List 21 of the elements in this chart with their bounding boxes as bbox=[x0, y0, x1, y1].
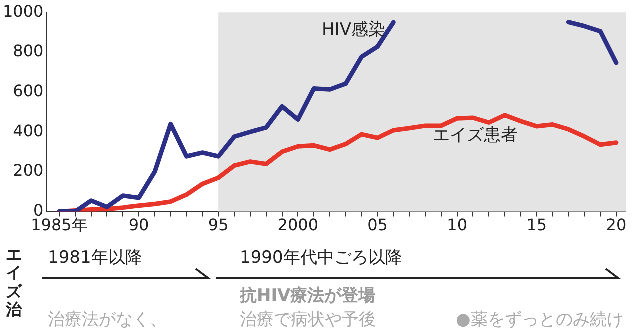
x-tick-label: 15 bbox=[526, 216, 548, 235]
series-label: エイズ患者 bbox=[432, 126, 518, 146]
text: 治療で病状や予後 bbox=[240, 309, 376, 331]
x-tick-label: 95 bbox=[208, 216, 229, 235]
x-tick-label: 20 bbox=[606, 216, 627, 235]
y-tick-label: 1000 bbox=[3, 2, 44, 21]
text: ●薬をずっとのみ続け bbox=[456, 309, 624, 331]
x-tick-label: 10 bbox=[447, 216, 468, 235]
text: 1981年以降 bbox=[48, 247, 142, 269]
y-tick-label: 600 bbox=[13, 81, 44, 100]
x-tick-label: 90 bbox=[128, 216, 150, 235]
text: 治療法がなく、 bbox=[48, 309, 167, 331]
y-tick-label: 200 bbox=[13, 161, 44, 180]
text: エイズ治 bbox=[6, 245, 22, 320]
series-label: HIV感染 bbox=[322, 20, 386, 40]
y-tick-label: 800 bbox=[13, 42, 44, 61]
x-tick-label: 05 bbox=[368, 216, 388, 235]
text: 1990年代中ごろ以降 bbox=[240, 247, 402, 269]
text: 抗HIV療法が登場 bbox=[240, 285, 376, 307]
x-tick-label: 2000 bbox=[278, 216, 319, 235]
y-tick-label: 400 bbox=[13, 121, 44, 140]
